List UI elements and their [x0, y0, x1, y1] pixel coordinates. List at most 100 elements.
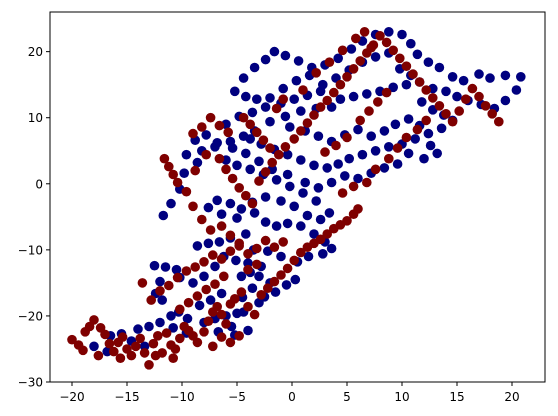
scatter-point: [384, 27, 394, 37]
scatter-point: [161, 328, 172, 338]
scatter-point: [179, 168, 189, 178]
scatter-point: [401, 61, 412, 71]
scatter-point: [227, 173, 238, 184]
y-tick-label: −20: [18, 309, 43, 323]
scatter-point: [232, 213, 242, 223]
scatter-point: [247, 198, 258, 209]
x-tick-label: −5: [228, 390, 246, 404]
scatter-point: [291, 75, 302, 86]
scatter-point: [458, 75, 469, 86]
y-axis: −30 −20 −10 0 10 20: [18, 45, 50, 390]
scatter-point: [223, 127, 233, 138]
scatter-point: [168, 353, 178, 364]
scatter-point: [348, 91, 359, 102]
scatter-point: [133, 324, 143, 334]
scatter-point: [221, 164, 231, 175]
scatter-point: [348, 64, 359, 74]
scatter-point: [249, 208, 260, 218]
scatter-point: [500, 70, 511, 81]
scatter-point: [516, 72, 526, 82]
scatter-point: [296, 221, 306, 231]
scatter-point: [144, 360, 154, 370]
scatter-point: [282, 263, 293, 274]
scatter-point: [282, 169, 293, 180]
y-tick-label: −30: [18, 376, 43, 390]
scatter-point: [322, 229, 333, 239]
scatter-point: [109, 346, 119, 357]
scatter-point: [205, 295, 216, 305]
scatter-point: [148, 338, 159, 349]
scatter-point: [309, 160, 319, 171]
scatter-point: [296, 155, 306, 165]
scatter-point: [315, 234, 326, 245]
scatter-point: [100, 329, 110, 340]
scatter-point: [318, 249, 328, 259]
scatter-point: [388, 82, 399, 93]
scatter-point: [216, 309, 227, 320]
scatter-point: [203, 316, 214, 327]
scatter-point: [260, 217, 271, 227]
scatter-point: [227, 143, 238, 153]
scatter-point: [139, 341, 150, 352]
scatter-point: [115, 353, 126, 364]
scatter-point: [379, 163, 390, 173]
scatter-point: [271, 103, 282, 114]
scatter-point: [397, 29, 407, 40]
scatter-point: [168, 169, 178, 180]
scatter-point: [270, 287, 281, 297]
scatter-point: [190, 262, 200, 272]
scatter-point: [247, 283, 258, 294]
scatter-point: [322, 95, 333, 106]
scatter-point: [362, 177, 372, 188]
scatter-point: [381, 37, 392, 48]
scatter-point: [366, 42, 377, 53]
scatter-point: [260, 54, 271, 65]
scatter-point: [170, 344, 181, 354]
scatter-point: [281, 280, 292, 290]
scatter-point: [348, 181, 359, 192]
scatter-point: [487, 109, 498, 119]
scatter-point: [300, 177, 311, 188]
scatter-point: [282, 149, 293, 160]
scatter-point: [313, 183, 324, 193]
scatter-point: [461, 94, 471, 104]
scatter-point: [276, 251, 286, 262]
scatter-point: [251, 127, 262, 138]
scatter-point: [216, 209, 227, 219]
scatter-point: [67, 334, 77, 345]
scatter-point: [302, 118, 313, 128]
scatter-point: [425, 140, 436, 151]
scatter-point: [214, 120, 225, 131]
scatter-point: [494, 116, 504, 127]
scatter-point: [89, 315, 99, 325]
scatter-point: [199, 327, 209, 337]
scatter-point: [441, 109, 451, 119]
scatter-point: [335, 94, 346, 104]
scatter-point: [216, 332, 227, 342]
scatter-point: [208, 341, 218, 352]
scatter-point: [210, 261, 220, 272]
scatter-point: [390, 119, 401, 130]
scatter-point: [181, 149, 192, 160]
scatter-point: [201, 284, 211, 295]
scatter-point: [412, 124, 423, 135]
scatter-point: [172, 177, 183, 188]
scatter-point: [243, 258, 253, 268]
x-tick-label: −15: [114, 390, 139, 404]
scatter-point: [326, 177, 337, 188]
scatter-point: [269, 46, 280, 57]
scatter-point: [412, 49, 423, 60]
scatter-point: [205, 225, 216, 235]
scatter-point: [194, 300, 205, 311]
scatter-point: [247, 107, 258, 118]
scatter-point: [260, 192, 271, 202]
scatter-point: [265, 143, 275, 153]
scatter-point: [355, 115, 366, 126]
scatter-point: [337, 45, 348, 56]
scatter-point: [236, 271, 247, 282]
scatter-point: [337, 188, 348, 198]
scatter-point: [278, 237, 289, 247]
x-tick-label: 20: [504, 390, 519, 404]
scatter-point: [342, 72, 352, 82]
scatter-point: [225, 337, 236, 348]
